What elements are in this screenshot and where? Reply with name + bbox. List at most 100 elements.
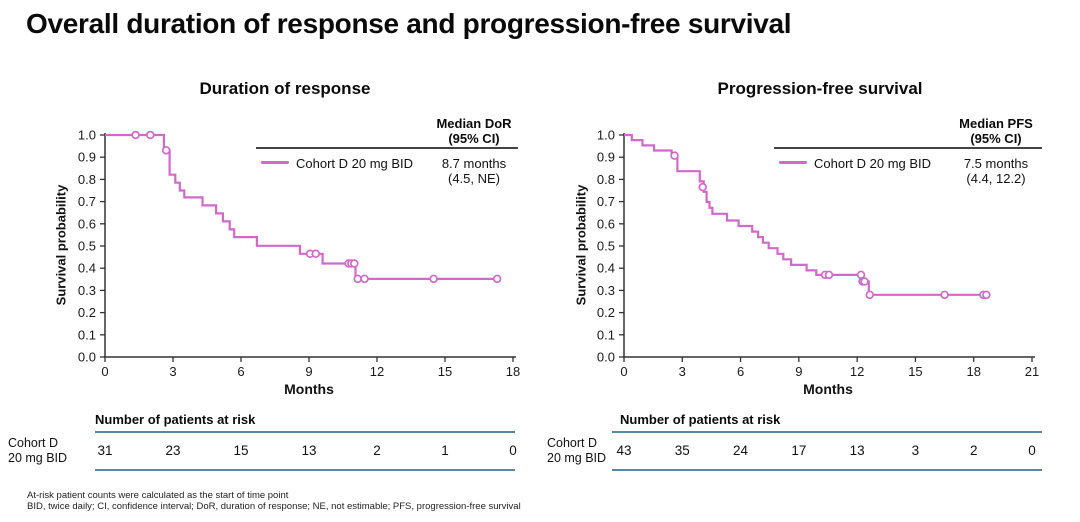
x-tick-label: 18 <box>506 364 520 379</box>
dor-at-risk-header: Number of patients at risk <box>95 412 256 427</box>
y-tick-label: 0.1 <box>597 327 615 342</box>
pfs-row-label-line2: 20 mg BID <box>547 451 607 465</box>
y-tick-label: 1.0 <box>597 128 615 143</box>
dor-chart-title: Duration of response <box>199 79 371 98</box>
y-tick-label: 0.8 <box>597 172 615 187</box>
censor-mark <box>131 130 140 140</box>
censor-mark <box>146 130 155 140</box>
y-tick-label: 1.0 <box>78 128 96 143</box>
pfs-legend-header: Median PFS (95% CI) <box>946 116 1046 146</box>
x-tick-label: 21 <box>1025 364 1039 379</box>
dor-legend-series-label: Cohort D 20 mg BID <box>296 156 414 171</box>
pfs-median-value: 7.5 months <box>963 156 1029 171</box>
at-risk-count: 35 <box>674 443 690 458</box>
x-tick-label: 0 <box>101 364 108 379</box>
at-risk-count: 0 <box>1028 443 1036 458</box>
y-tick-label: 0.6 <box>78 216 96 231</box>
at-risk-count: 31 <box>97 443 113 458</box>
dor-median-ci: (4.5, NE) <box>447 171 500 186</box>
y-tick-label: 0.7 <box>597 194 615 209</box>
page-title: Overall duration of response and progres… <box>26 8 792 39</box>
y-tick-label: 0.4 <box>78 261 96 276</box>
censor-mark <box>350 259 359 268</box>
censor-mark <box>311 249 321 259</box>
pfs-y-axis-label: Survival probability <box>573 184 589 306</box>
dor-at-risk-row-label: Cohort D 20 mg BID <box>8 436 67 466</box>
y-tick-label: 0.2 <box>78 305 96 320</box>
dor-at-risk-rule-bottom <box>95 469 515 471</box>
pfs-row-label-line1: Cohort D <box>547 436 598 450</box>
pfs-x-axis-label: Months <box>803 381 853 397</box>
y-tick-label: 0.7 <box>78 194 96 209</box>
dor-median-value: 8.7 months <box>441 156 507 171</box>
y-tick-label: 0.5 <box>78 239 96 254</box>
at-risk-count: 13 <box>849 443 865 458</box>
censor-mark <box>353 274 362 284</box>
pfs-at-risk-row-label: Cohort D 20 mg BID <box>547 436 606 466</box>
dor-row-label-line1: Cohort D <box>8 436 59 450</box>
at-risk-count: 17 <box>791 443 807 458</box>
pfs-at-risk-header: Number of patients at risk <box>620 412 781 427</box>
censor-mark <box>860 277 869 286</box>
y-tick-label: 0.0 <box>597 350 615 365</box>
at-risk-count: 1 <box>441 443 449 458</box>
pfs-median-value-block: 7.5 months (4.4, 12.2) <box>946 156 1046 186</box>
censor-mark <box>865 290 875 300</box>
x-tick-label: 9 <box>305 364 312 379</box>
at-risk-count: 0 <box>509 443 517 458</box>
censor-mark <box>429 274 438 284</box>
at-risk-count: 13 <box>301 443 317 458</box>
censor-mark <box>698 182 707 192</box>
dor-legend-divider <box>256 147 518 149</box>
dor-x-axis-label: Months <box>284 381 334 397</box>
at-risk-count: 2 <box>373 443 381 458</box>
x-tick-label: 6 <box>737 364 744 379</box>
x-tick-label: 15 <box>908 364 922 379</box>
footnote-line-1: At-risk patient counts were calculated a… <box>27 490 289 501</box>
censor-mark <box>856 270 866 280</box>
pfs-median-ci: (4.4, 12.2) <box>966 171 1026 186</box>
pfs-legend-divider <box>774 147 1042 149</box>
censor-mark <box>360 274 369 284</box>
at-risk-count: 2 <box>969 443 978 458</box>
censor-mark <box>940 290 949 300</box>
censor-mark <box>982 290 991 300</box>
x-tick-label: 12 <box>370 364 384 379</box>
pfs-at-risk-rule-top <box>612 431 1042 433</box>
x-tick-label: 12 <box>850 364 864 379</box>
dor-at-risk-rule-top <box>95 431 515 433</box>
pfs-legend-header-line1: Median PFS <box>959 116 1033 131</box>
pfs-chart-title: Progression-free survival <box>717 79 923 98</box>
y-tick-label: 0.5 <box>597 239 615 254</box>
at-risk-count: 15 <box>233 443 249 458</box>
y-tick-label: 0.3 <box>597 283 615 298</box>
at-risk-count: 43 <box>616 443 632 458</box>
censor-mark <box>492 274 502 284</box>
x-tick-label: 3 <box>169 364 176 379</box>
dor-median-value-block: 8.7 months (4.5, NE) <box>426 156 522 186</box>
x-tick-label: 6 <box>237 364 244 379</box>
x-tick-label: 18 <box>966 364 980 379</box>
y-tick-label: 0.6 <box>597 216 615 231</box>
y-tick-label: 0.4 <box>597 261 615 276</box>
dor-legend-header: Median DoR (95% CI) <box>426 116 522 146</box>
pfs-at-risk-rule-bottom <box>612 469 1042 471</box>
y-tick-label: 0.9 <box>78 150 96 165</box>
x-tick-label: 15 <box>438 364 452 379</box>
dor-y-axis-label: Survival probability <box>53 184 69 306</box>
censor-mark <box>161 146 171 155</box>
censor-mark <box>670 151 679 160</box>
at-risk-count: 23 <box>165 443 181 458</box>
censor-mark <box>824 270 834 280</box>
y-tick-label: 0.0 <box>78 350 96 365</box>
pfs-legend-series-label: Cohort D 20 mg BID <box>814 156 932 171</box>
at-risk-count: 3 <box>911 443 920 458</box>
x-tick-label: 3 <box>679 364 686 379</box>
y-tick-label: 0.9 <box>597 150 615 165</box>
x-tick-label: 9 <box>795 364 802 379</box>
pfs-legend-line-sample <box>779 161 807 164</box>
km-curve <box>624 133 987 296</box>
dor-legend-line-sample <box>261 161 289 164</box>
